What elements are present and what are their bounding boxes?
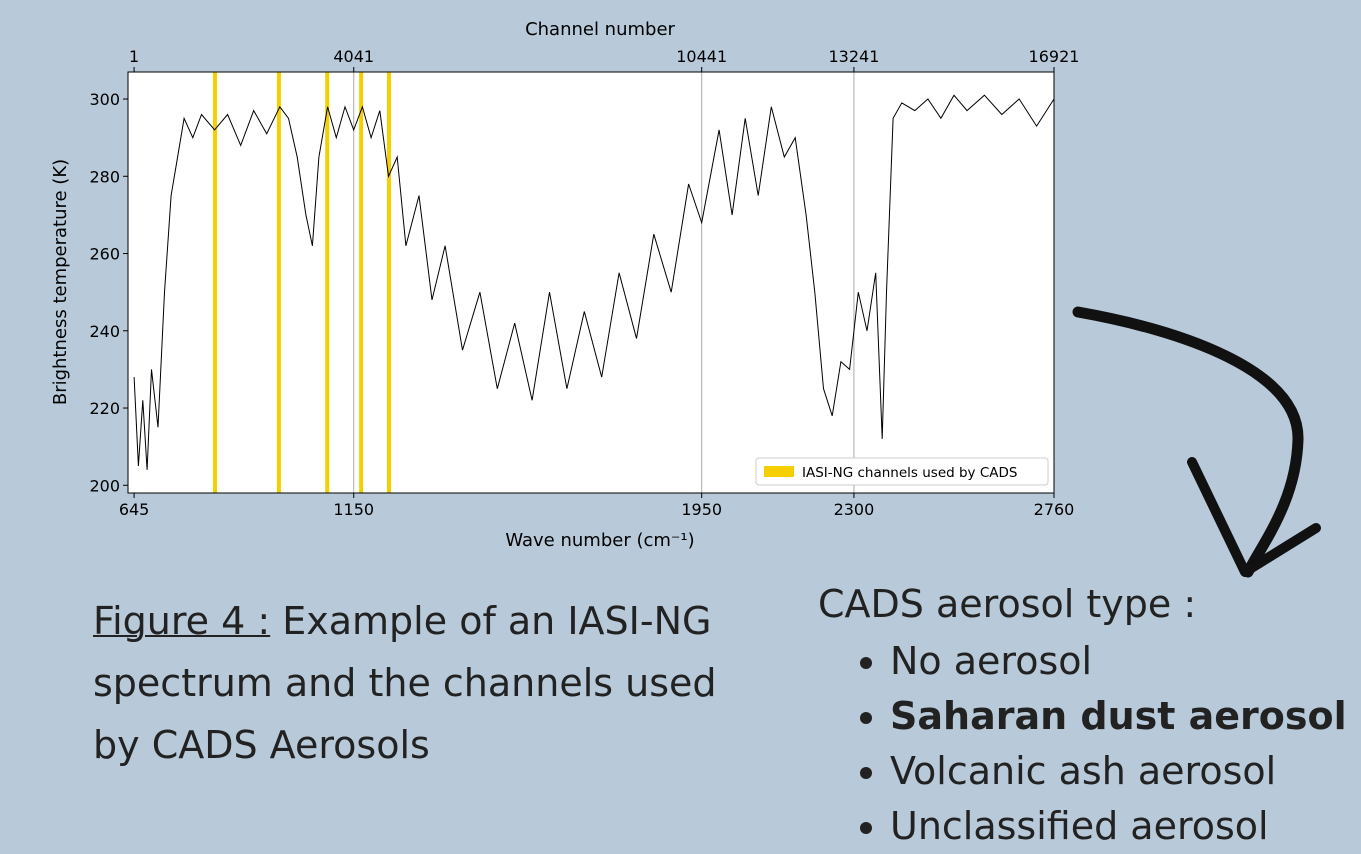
x-tick-label: 2300 bbox=[834, 500, 875, 519]
x-axis-label: Wave number (cm⁻¹) bbox=[505, 530, 694, 551]
legend-swatch bbox=[764, 466, 794, 477]
y-tick-label: 260 bbox=[89, 245, 120, 264]
caption: Figure 4 : Example of an IASI-NG spectru… bbox=[93, 590, 733, 776]
y-tick-label: 280 bbox=[89, 167, 120, 186]
y-tick-label: 220 bbox=[89, 399, 120, 418]
x2-tick-label: 10441 bbox=[676, 47, 727, 66]
aerosol-list: CADS aerosol type : No aerosolSaharan du… bbox=[818, 582, 1347, 854]
y-tick-label: 300 bbox=[89, 90, 120, 109]
plot-area bbox=[128, 72, 1054, 493]
legend-label: IASI-NG channels used by CADS bbox=[802, 465, 1017, 481]
list-item: Saharan dust aerosol bbox=[890, 689, 1347, 744]
x2-tick-label: 13241 bbox=[828, 47, 879, 66]
x-tick-label: 2760 bbox=[1034, 500, 1075, 519]
arrow bbox=[1078, 312, 1298, 572]
list-item: Volcanic ash aerosol bbox=[890, 744, 1347, 799]
y-axis-label: Brightness temperature (K) bbox=[50, 159, 71, 405]
list-items: No aerosolSaharan dust aerosolVolcanic a… bbox=[818, 634, 1347, 854]
x-tick-label: 1950 bbox=[681, 500, 722, 519]
list-item: No aerosol bbox=[890, 634, 1347, 689]
caption-label: Figure 4 : bbox=[93, 599, 270, 643]
y-tick-label: 200 bbox=[89, 476, 120, 495]
page: Channel number Wave number (cm⁻¹) Bright… bbox=[0, 0, 1361, 837]
list-item: Unclassified aerosol bbox=[890, 799, 1347, 854]
top-axis-label: Channel number bbox=[525, 19, 675, 40]
x-tick-label: 1150 bbox=[333, 500, 374, 519]
x-tick-label: 645 bbox=[119, 500, 150, 519]
x2-tick-label: 16921 bbox=[1029, 47, 1080, 66]
x2-tick-label: 4041 bbox=[333, 47, 374, 66]
list-title: CADS aerosol type : bbox=[818, 582, 1347, 626]
y-tick-label: 240 bbox=[89, 322, 120, 341]
x2-tick-label: 1 bbox=[129, 47, 139, 66]
